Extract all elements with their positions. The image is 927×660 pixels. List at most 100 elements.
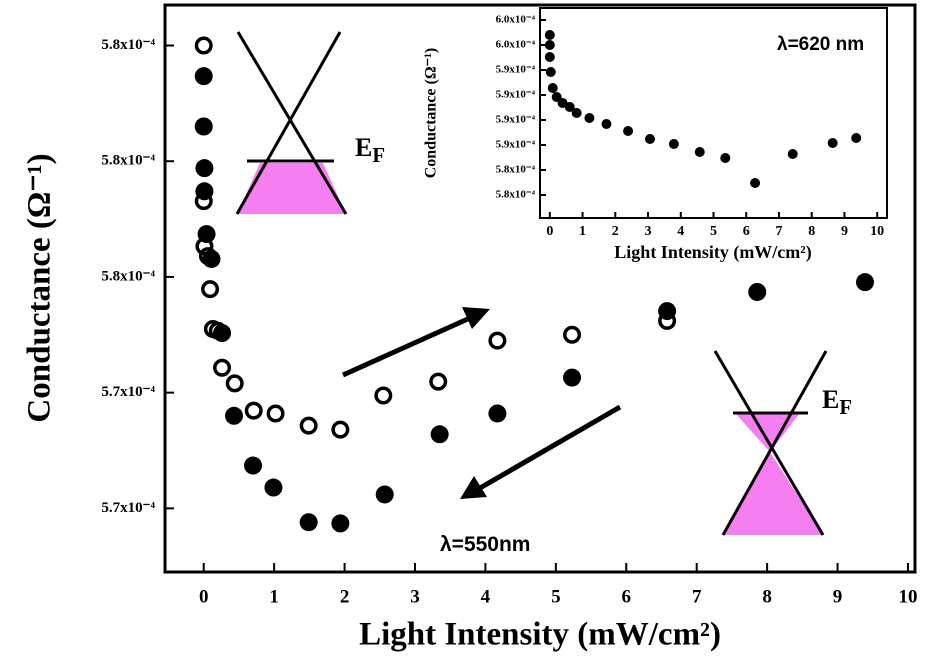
x-tick-label: 8 (808, 224, 815, 239)
annotation: EF (355, 133, 385, 167)
y-axis-title: Conductance (Ω⁻¹) (22, 153, 58, 422)
data-point (623, 126, 633, 136)
x-tick-label: 3 (645, 224, 652, 239)
annotation: EF (822, 385, 852, 419)
data-point (195, 182, 213, 200)
x-tick-label: 1 (269, 586, 279, 607)
data-point (215, 361, 230, 376)
x-tick-label: 5 (710, 224, 717, 239)
data-point (431, 374, 446, 389)
y-tick-label: 5.7x10⁻⁴ (101, 500, 155, 516)
data-point (750, 178, 760, 188)
figure: 0 1 2 3 4 5 6 7 8 9 10 5.7x10⁻⁴ 5.7x10⁻⁴ 5.8x10⁻⁴ 5.8x… (0, 0, 927, 660)
data-point (331, 514, 349, 532)
data-point (431, 425, 449, 443)
y-tick-label: 5.8x10⁻⁴ (101, 37, 155, 53)
data-point (195, 67, 213, 85)
data-point (227, 376, 242, 391)
data-point (333, 422, 348, 437)
data-point (584, 113, 594, 123)
data-point (376, 485, 394, 503)
x-tick-label: 7 (692, 586, 702, 607)
y-axis-title: Conductance (Ω⁻¹) (423, 48, 440, 179)
y-tick-label: 5.9x10⁻⁴ (496, 64, 536, 76)
data-point (301, 418, 316, 433)
annotation-subscript: F (839, 396, 852, 419)
y-tick-label: 5.9x10⁻⁴ (496, 114, 536, 126)
x-axis-title: Light Intensity (mW/cm²) (614, 242, 811, 263)
y-tick-label: 5.9x10⁻⁴ (496, 89, 536, 101)
x-tick-label: 4 (481, 586, 491, 607)
x-tick-label: 2 (340, 586, 350, 607)
data-point (202, 250, 220, 268)
x-tick-label: 5 (551, 586, 561, 607)
x-tick-label: 7 (775, 224, 782, 239)
data-point (225, 407, 243, 425)
data-point (268, 406, 283, 421)
x-tick-label: 0 (546, 224, 553, 239)
x-tick-label: 10 (870, 224, 884, 239)
data-point (546, 67, 556, 77)
data-point (545, 40, 555, 50)
data-point (645, 134, 655, 144)
annotation: λ=550nm (440, 533, 530, 556)
data-point (198, 225, 216, 243)
x-tick-label: 3 (410, 586, 420, 607)
data-point (203, 282, 218, 297)
y-tick-label: 5.8x10⁻⁴ (496, 164, 536, 176)
data-point (244, 457, 262, 475)
data-point (195, 159, 213, 177)
x-tick-label: 8 (762, 586, 772, 607)
data-point (246, 403, 261, 418)
annotation-text: λ=620 nm (777, 34, 864, 55)
y-tick-label: 5.8x10⁻⁴ (496, 189, 536, 201)
dirac-cone-bottom (715, 351, 826, 535)
x-tick-label: 2 (612, 224, 619, 239)
x-tick-label: 6 (743, 224, 750, 239)
data-point (300, 513, 318, 531)
x-tick-label: 9 (833, 586, 843, 607)
data-point (695, 147, 705, 157)
x-tick-label: 9 (841, 224, 848, 239)
data-point (488, 404, 506, 422)
x-tick-label: 6 (622, 586, 632, 607)
data-point (264, 479, 282, 497)
data-point (563, 369, 581, 387)
annotation-text: λ=550nm (440, 533, 530, 556)
data-point (748, 283, 766, 301)
annotation-subscript: F (372, 144, 385, 167)
data-point (545, 52, 555, 62)
data-point (572, 108, 582, 118)
dirac-cone-top (237, 32, 346, 214)
y-tick-label: 5.7x10⁻⁴ (101, 384, 155, 400)
data-point (828, 138, 838, 148)
data-point (788, 149, 798, 159)
x-tick-label: 4 (677, 224, 684, 239)
data-point (851, 133, 861, 143)
data-point (376, 388, 391, 403)
y-tick-label: 5.8x10⁻⁴ (101, 268, 155, 284)
annotation-text: E (822, 385, 839, 414)
data-point (720, 153, 730, 163)
y-tick-label: 6.0x10⁻⁴ (496, 39, 536, 51)
x-axis-title: Light Intensity (mW/cm²) (359, 617, 721, 653)
y-tick-label: 5.9x10⁻⁴ (496, 139, 536, 151)
y-tick-label: 6.0x10⁻⁴ (496, 14, 536, 26)
data-point (601, 119, 611, 129)
x-tick-label: 10 (898, 586, 917, 607)
data-point (548, 83, 558, 93)
annotation-text: E (355, 133, 372, 162)
data-point (669, 139, 679, 149)
data-point (195, 118, 213, 136)
data-point (213, 324, 231, 342)
x-tick-label: 0 (199, 586, 209, 607)
data-point (545, 30, 555, 40)
data-point (196, 38, 211, 53)
annotation: λ=620 nm (777, 34, 864, 55)
data-point (565, 328, 580, 343)
data-point (856, 273, 874, 291)
data-point (658, 302, 676, 320)
data-point (490, 333, 505, 348)
y-tick-label: 5.8x10⁻⁴ (101, 153, 155, 169)
